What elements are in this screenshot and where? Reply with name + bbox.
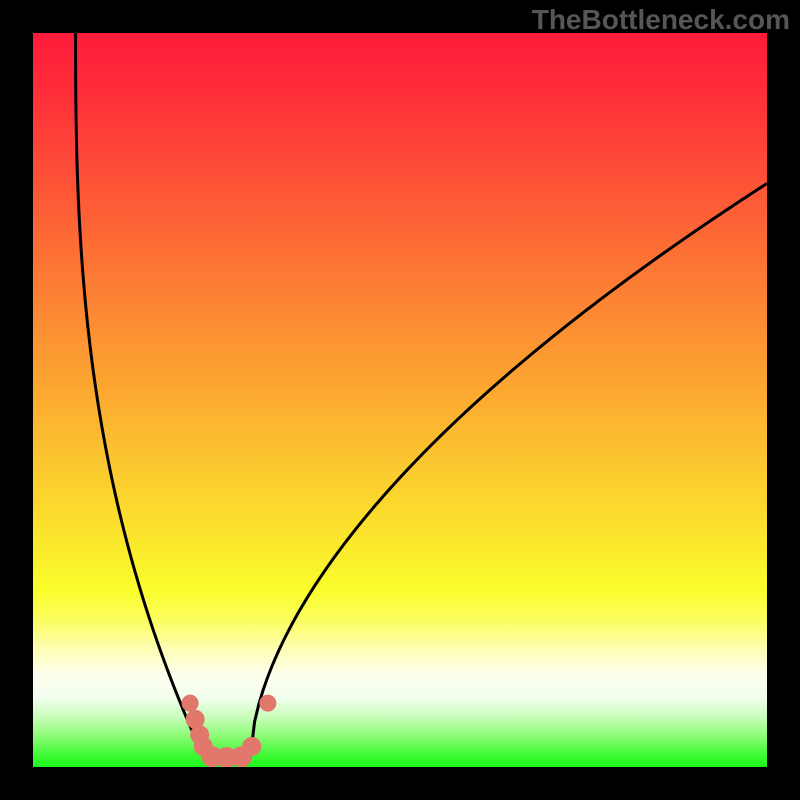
marker-point <box>243 737 261 755</box>
watermark-text: TheBottleneck.com <box>532 4 790 36</box>
plot-area <box>33 33 767 767</box>
marker-point <box>260 695 276 711</box>
bottleneck-curve <box>33 33 767 767</box>
curve-path <box>76 33 767 757</box>
marker-point <box>182 695 198 711</box>
chart-frame: TheBottleneck.com <box>0 0 800 800</box>
